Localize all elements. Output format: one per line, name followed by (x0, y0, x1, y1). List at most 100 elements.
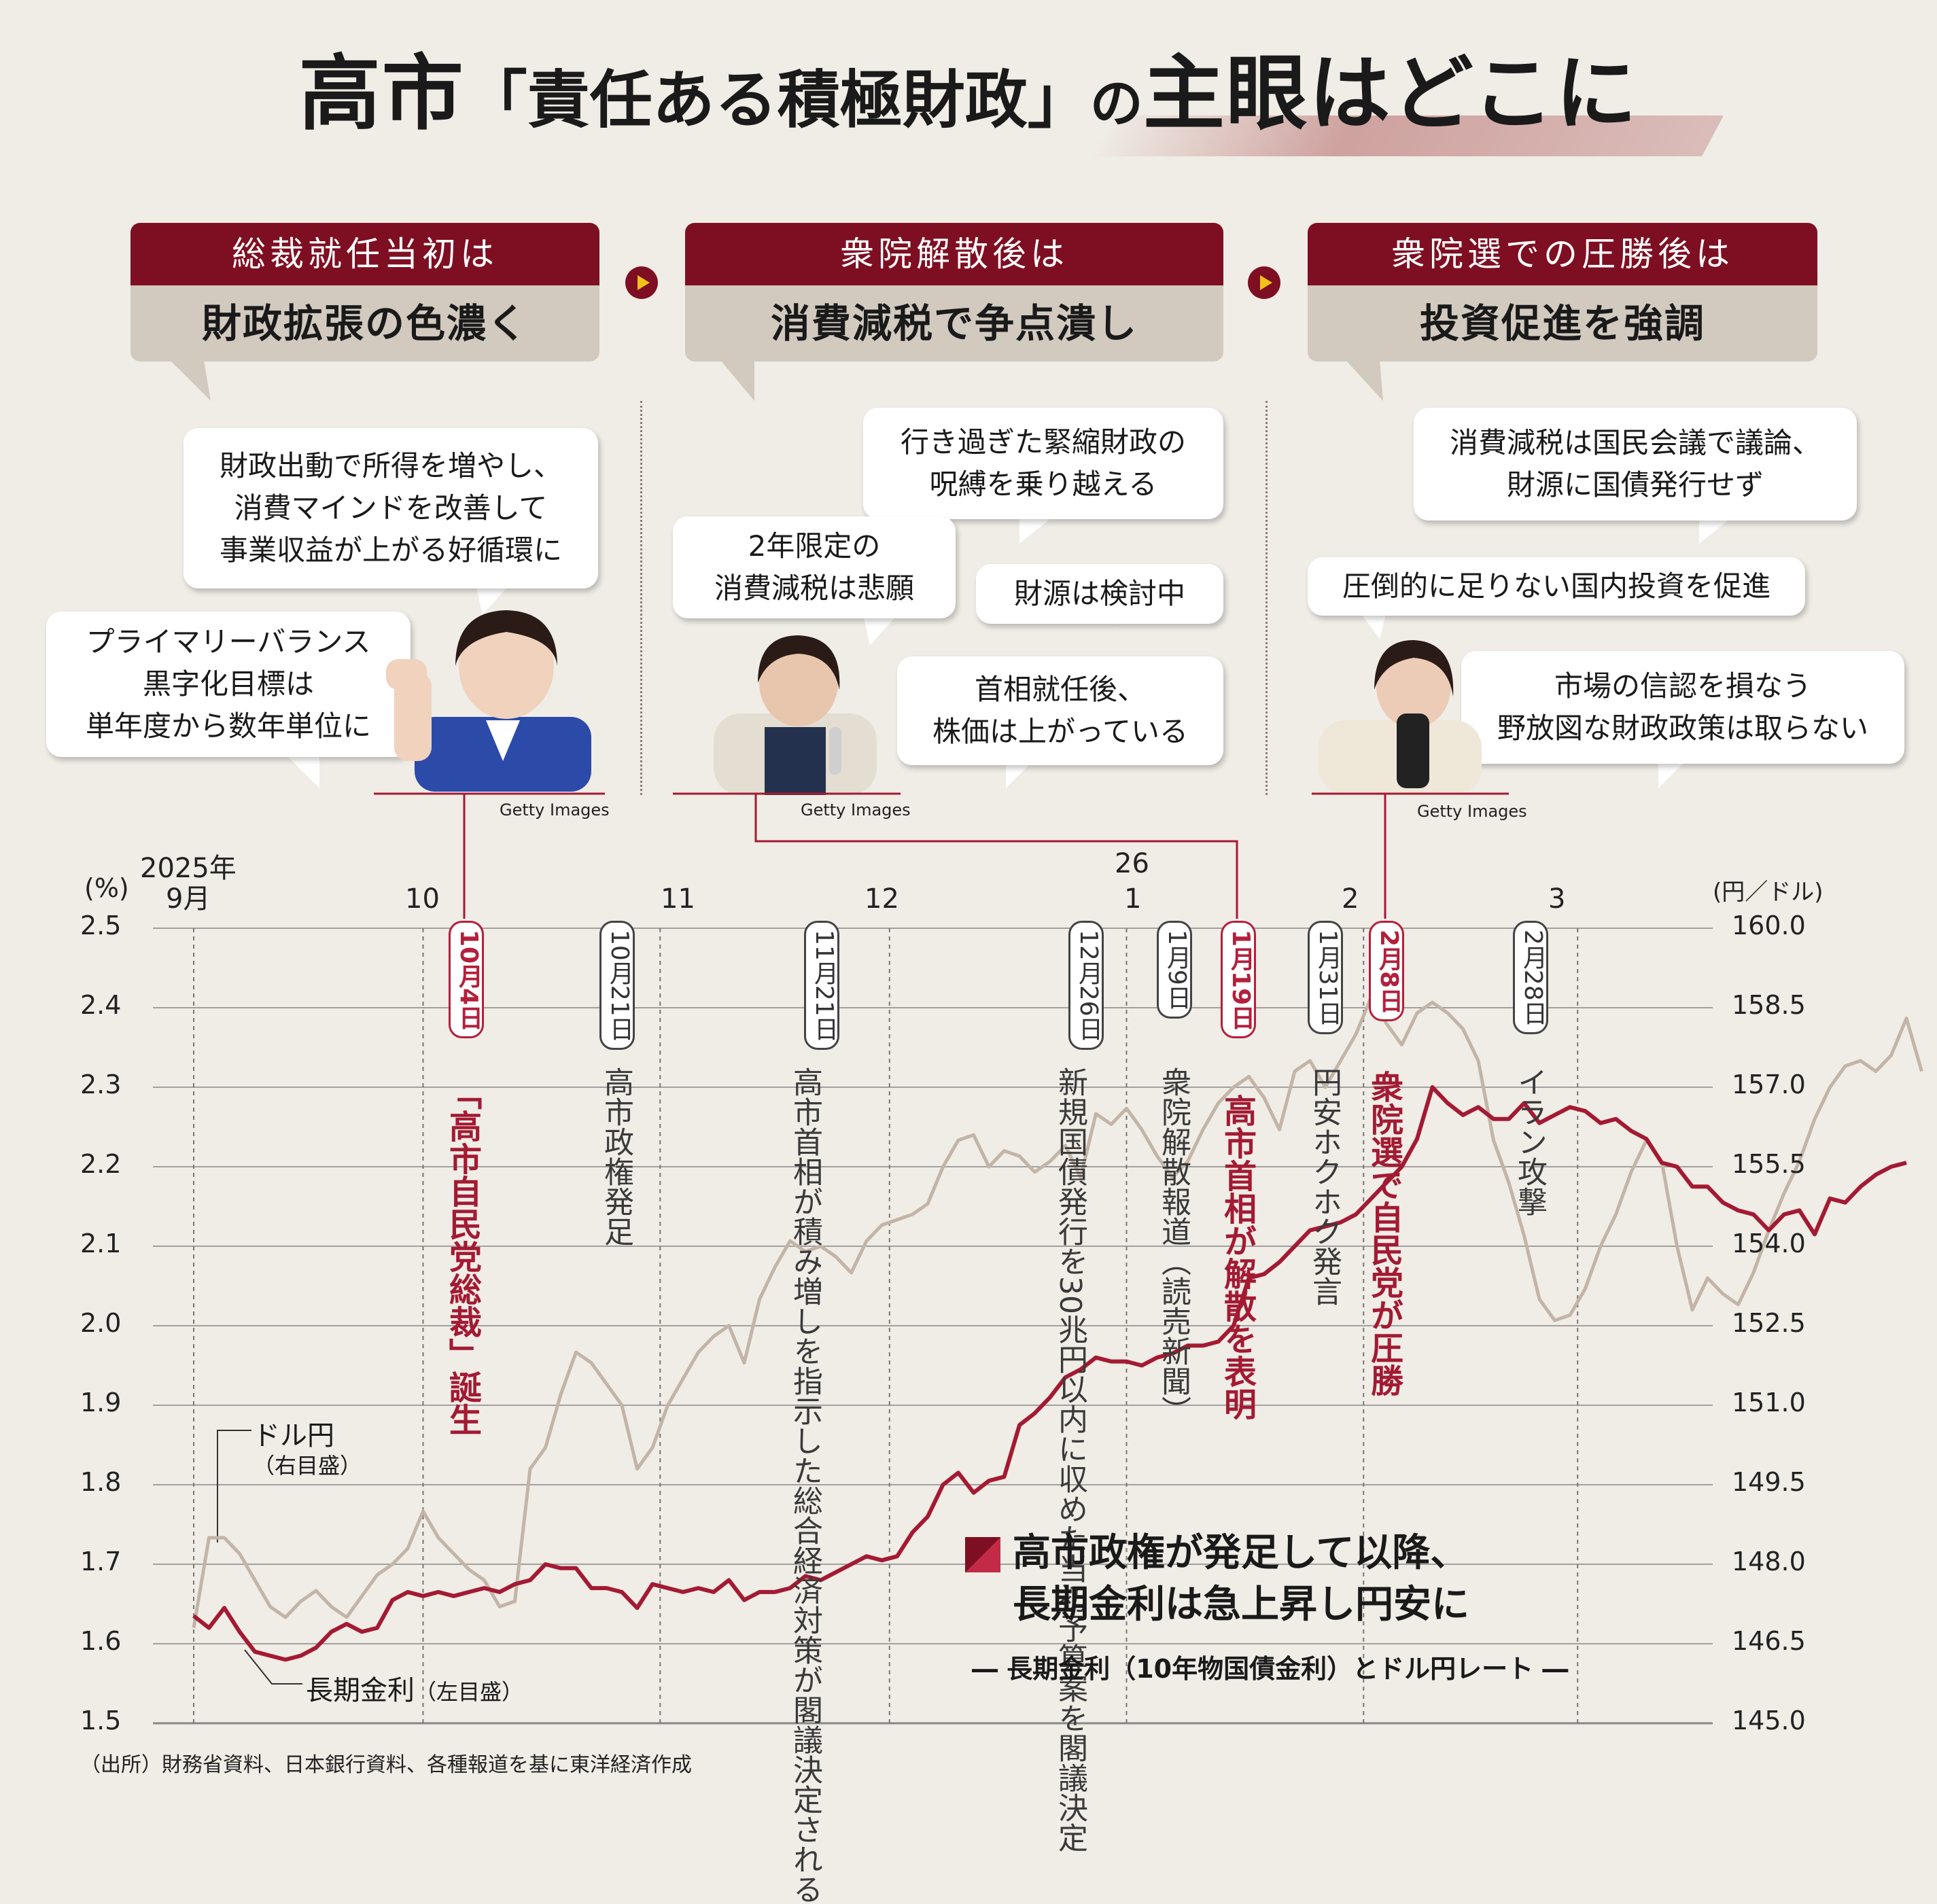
quote-bubble: 2年限定の 消費減税は悲願 (673, 516, 956, 618)
x-label-oct: 10 (405, 883, 440, 915)
quote-line: 消費減税は国民会議で議論、 (1449, 426, 1821, 459)
quote-line: 単年度から数年単位に (85, 709, 371, 743)
usdjpy-label: ドル円 (253, 1420, 334, 1451)
title-end: 主眼はどこに (1142, 47, 1639, 141)
photo-credit: Getty Images (1417, 802, 1527, 821)
quote-line: 2年限定の (748, 529, 881, 563)
event-date-1: 10月4日 (449, 921, 484, 1039)
quote-line: 消費マインドを改善して (234, 491, 548, 525)
event-date-8: 2月8日 (1369, 921, 1404, 1022)
event-date-7: 1月31日 (1308, 921, 1343, 1034)
y-left-tick: 2.5 (80, 911, 122, 940)
event-date-2: 10月21日 (599, 921, 635, 1050)
phase-3-body: 投資促進を強調 (1308, 285, 1817, 362)
chart-note-line1: 高市政権が発足して以降、 (1013, 1531, 1469, 1575)
y-right-tick: 160.0 (1732, 911, 1806, 940)
event-text-5: 衆院解散報道（読売新聞） (1156, 1067, 1191, 1426)
quote-bubble: 消費減税は国民会議で議論、 財源に国債発行せず (1414, 408, 1857, 521)
jgb-label: 長期金利（左目盛） (306, 1668, 523, 1708)
event-date-3: 11月21日 (804, 921, 839, 1050)
phase-separator (640, 401, 642, 795)
event-date-6: 1月19日 (1221, 921, 1256, 1039)
event-text-6: 高市首相が解散を表明 (1218, 1094, 1256, 1420)
quote-bubble: 行き過ぎた緊縮財政の 呪縛を乗り越える (863, 408, 1223, 519)
y-right-tick: 145.0 (1732, 1706, 1806, 1735)
y-left-tick: 1.9 (80, 1388, 122, 1417)
phase-2-head: 衆院解散後は (685, 223, 1223, 285)
quote-line: 呪縛を乗り越える (929, 468, 1157, 501)
quote-line: 行き過ぎた緊縮財政の (900, 425, 1186, 459)
jgb-axis: （左目盛） (415, 1679, 524, 1705)
quote-line: 財源に国債発行せず (1506, 468, 1764, 501)
y-right-tick: 155.5 (1732, 1149, 1806, 1179)
quote-line: 株価は上がっている (932, 715, 1188, 748)
x-label-dec: 12 (865, 883, 899, 915)
title-no: の (1089, 73, 1143, 135)
jgb-series-line (192, 1085, 1907, 1662)
phase-arrow-icon (1248, 266, 1280, 299)
quote-line: 財政出動で所得を増やし、 (219, 449, 562, 482)
y-left-tick: 2.4 (80, 990, 122, 1020)
event-date-9: 2月28日 (1513, 921, 1548, 1034)
y-right-tick: 154.0 (1732, 1229, 1806, 1258)
y-right-tick: 148.0 (1732, 1547, 1806, 1576)
photo-credit: Getty Images (801, 800, 911, 819)
phase-2-body: 消費減税で争点潰し (685, 285, 1223, 362)
left-axis-unit: (%) (84, 873, 129, 903)
y-left-tick: 2.2 (80, 1149, 122, 1179)
quote-line: 消費減税は悲願 (714, 571, 914, 605)
quote-line: 市場の信認を損なう (1554, 669, 1811, 703)
jgb-name: 長期金利 (306, 1675, 415, 1706)
y-right-tick: 152.5 (1732, 1308, 1806, 1338)
quote-line: 財源は検討中 (1013, 577, 1185, 610)
phase-3-head: 衆院選での圧勝後は (1308, 223, 1817, 285)
jgb-leader (244, 1649, 302, 1685)
event-date-5: 1月9日 (1157, 921, 1192, 1019)
takaichi-photo-2 (714, 635, 877, 795)
bubble-tails (170, 360, 1733, 788)
phase-1-head: 総裁就任当初は (130, 223, 599, 285)
x-label-jan: 1 (1124, 883, 1142, 915)
page-title: 高市「責任ある積極財政」の主眼はどこに (0, 27, 1937, 145)
event-text-7: 円安ホクホク発言 (1307, 1067, 1342, 1306)
quote-bubble: 財源は検討中 (976, 564, 1223, 624)
y-left-tick: 2.3 (80, 1070, 122, 1099)
event-connector (754, 794, 1238, 919)
title-name: 高市 (298, 47, 465, 141)
y-left-tick: 1.7 (80, 1547, 122, 1576)
y-right-tick: 158.5 (1732, 990, 1806, 1020)
phase-3: 衆院選での圧勝後は 投資促進を強調 (1308, 223, 1817, 362)
x-label-sep: 9月 (166, 883, 211, 915)
y-right-tick: 151.0 (1732, 1388, 1806, 1417)
event-text-9: イラン攻撃 (1512, 1067, 1547, 1216)
photo-credit: Getty Images (500, 800, 610, 819)
quote-line: プライマリーバランス (86, 625, 371, 658)
quote-bubble: 圧倒的に足りない国内投資を促進 (1308, 557, 1805, 616)
x-label-feb: 2 (1342, 883, 1359, 915)
event-text-2: 高市政権発足 (599, 1067, 633, 1246)
quote-bubble: 財政出動で所得を増やし、 消費マインドを改善して 事業収益が上がる好循環に (184, 428, 598, 588)
quote-line: 黒字化目標は (142, 667, 314, 701)
usdjpy-axis-label: （右目盛） (253, 1453, 362, 1479)
quote-bubble: 市場の信認を損なう 野放図な財政政策は取らない (1461, 651, 1904, 764)
phase-2: 衆院解散後は 消費減税で争点潰し (685, 223, 1223, 362)
usdjpy-leader (217, 1430, 251, 1542)
note-marker-icon (965, 1537, 1000, 1572)
quote-bubble: プライマリーバランス 黒字化目標は 単年度から数年単位に (46, 612, 411, 757)
y-left-tick: 1.6 (80, 1626, 122, 1656)
event-text-4: 新規国債発行を30兆円以内に収めた当初予算案を閣議決定 (1053, 1067, 1087, 1852)
x-label-mar: 3 (1548, 883, 1566, 915)
right-axis-unit: (円／ドル) (1713, 879, 1823, 906)
y-left-tick: 2.1 (80, 1229, 122, 1258)
usdjpy-series-line (192, 995, 1923, 1629)
event-text-3: 高市首相が積み増しを指示した総合経済対策が閣議決定される (788, 1067, 822, 1904)
takaichi-photo-3 (1319, 640, 1482, 795)
rate-chart (153, 792, 1923, 1725)
x-label-year: 2025年 (140, 853, 237, 884)
y-left-tick: 1.8 (80, 1467, 122, 1497)
y-right-tick: 146.5 (1732, 1626, 1806, 1656)
quote-line: 首相就任後、 (974, 673, 1146, 706)
phase-1: 総裁就任当初は 財政拡張の色濃く (130, 223, 599, 362)
takaichi-photo-1 (386, 610, 591, 792)
x-label-year26: 26 (1115, 848, 1149, 879)
